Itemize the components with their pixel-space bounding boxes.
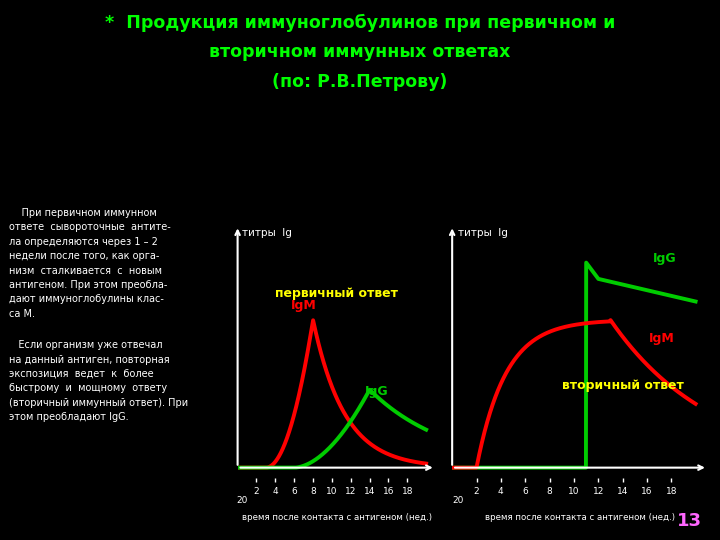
Text: IgM: IgM [291,299,317,312]
Text: 13: 13 [677,512,702,530]
Text: IgG: IgG [653,252,677,265]
Text: Если организм уже отвечал
на данный антиген, повторная
экспозиция  ведет  к  бол: Если организм уже отвечал на данный анти… [9,340,189,422]
Text: *  Продукция иммуноглобулинов при первичном и: * Продукция иммуноглобулинов при первичн… [105,14,615,32]
Text: 20: 20 [237,496,248,505]
Text: вторичный ответ: вторичный ответ [562,379,683,392]
Text: время после контакта с антигеном (нед.): время после контакта с антигеном (нед.) [242,513,431,522]
Text: вторичном иммунных ответах: вторичном иммунных ответах [210,43,510,61]
Text: первичный ответ: первичный ответ [275,287,398,300]
Text: титры  Ig: титры Ig [458,227,508,238]
Text: время после контакта с антигеном (нед.): время после контакта с антигеном (нед.) [485,513,675,522]
Text: При первичном иммунном
ответе  сывороточные  антите-
ла определяются через 1 – 2: При первичном иммунном ответе сывороточн… [9,208,171,319]
Text: IgM: IgM [649,332,675,345]
Text: 20: 20 [453,496,464,505]
Text: IgG: IgG [365,385,389,398]
Text: титры  Ig: титры Ig [243,227,292,238]
Text: (по: Р.В.Петрову): (по: Р.В.Петрову) [272,73,448,91]
